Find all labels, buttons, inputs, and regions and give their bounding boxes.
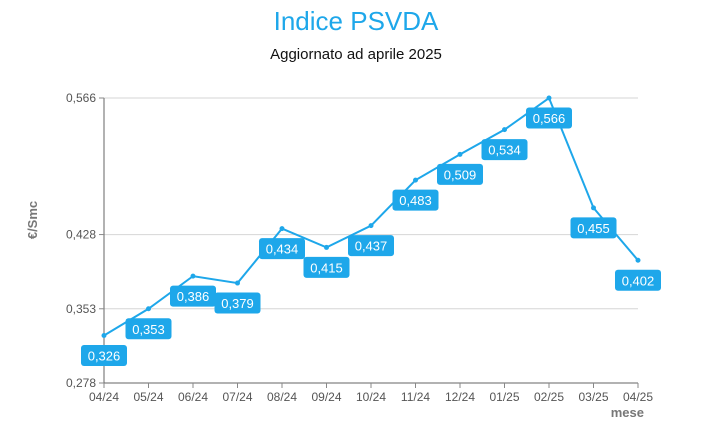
data-label: 0,434 — [266, 242, 299, 257]
data-point — [546, 95, 552, 101]
y-axis-ticks: 0,278 0,353 0,428 0,566 — [66, 91, 104, 390]
data-label-box — [81, 345, 127, 366]
x-tick-label: 02/25 — [534, 390, 564, 404]
data-point — [146, 306, 151, 312]
data-label-box — [259, 238, 305, 260]
chart-title: Indice PSVDA — [273, 6, 439, 36]
x-tick-label: 07/24 — [222, 390, 252, 404]
chart-subtitle: Aggiornato ad aprile 2025 — [270, 46, 442, 63]
data-label: 0,326 — [88, 349, 121, 364]
x-axis-title: mese — [611, 405, 644, 420]
data-label: 0,353 — [132, 322, 165, 337]
data-label-box — [170, 285, 216, 307]
y-tick-label: 0,566 — [66, 91, 96, 105]
y-tick-label: 0,428 — [66, 228, 96, 242]
data-label: 0,534 — [488, 143, 521, 158]
x-tick-label: 04/25 — [623, 390, 653, 404]
x-tick-label: 01/25 — [489, 390, 519, 404]
data-point — [457, 151, 463, 157]
data-point — [635, 257, 641, 263]
data-label-box — [348, 235, 394, 257]
data-point — [502, 127, 507, 133]
data-label-box — [570, 217, 617, 239]
data-label-box — [615, 269, 661, 291]
data-point — [279, 226, 285, 232]
data-label: 0,509 — [444, 167, 477, 182]
x-tick-label: 12/24 — [445, 390, 475, 404]
data-point — [101, 333, 107, 338]
y-tick-label: 0,278 — [66, 376, 96, 390]
data-point — [413, 177, 418, 183]
data-point — [190, 273, 196, 279]
x-axis-ticks: 04/24 05/24 06/24 07/24 08/24 09/24 10/24 11/24… — [89, 383, 653, 404]
series-psvda — [101, 95, 641, 338]
data-label-box — [481, 139, 528, 161]
data-label-box — [392, 189, 439, 211]
data-label: 0,437 — [355, 239, 388, 254]
x-tick-label: 09/24 — [311, 390, 341, 404]
x-tick-label: 10/24 — [356, 390, 386, 404]
x-tick-label: 04/24 — [89, 390, 119, 404]
data-label-box — [214, 292, 261, 314]
x-tick-label: 05/24 — [133, 390, 163, 404]
data-label-box — [437, 163, 483, 185]
data-point — [235, 280, 240, 286]
data-point — [324, 244, 329, 250]
data-label: 0,415 — [310, 260, 343, 275]
data-labels: 0,326 0,353 0,386 0,379 0,434 0,415 0,437 0,483… — [81, 107, 661, 366]
data-label: 0,566 — [533, 111, 566, 126]
data-label-box — [303, 256, 350, 278]
x-tick-label: 06/24 — [178, 390, 208, 404]
y-axis-title: €/Smc — [25, 201, 40, 239]
data-label: 0,402 — [622, 273, 655, 288]
data-label: 0,483 — [399, 193, 432, 208]
data-label: 0,379 — [221, 296, 254, 311]
data-point — [368, 223, 374, 229]
x-tick-label: 11/24 — [401, 390, 430, 404]
data-label-box — [125, 318, 172, 340]
y-tick-label: 0,353 — [66, 302, 96, 316]
x-tick-label: 03/25 — [578, 390, 608, 404]
data-label-box — [526, 107, 572, 129]
x-tick-label: 08/24 — [267, 390, 297, 404]
data-label: 0,386 — [177, 289, 210, 304]
data-point — [591, 205, 596, 211]
data-label: 0,455 — [577, 221, 610, 236]
